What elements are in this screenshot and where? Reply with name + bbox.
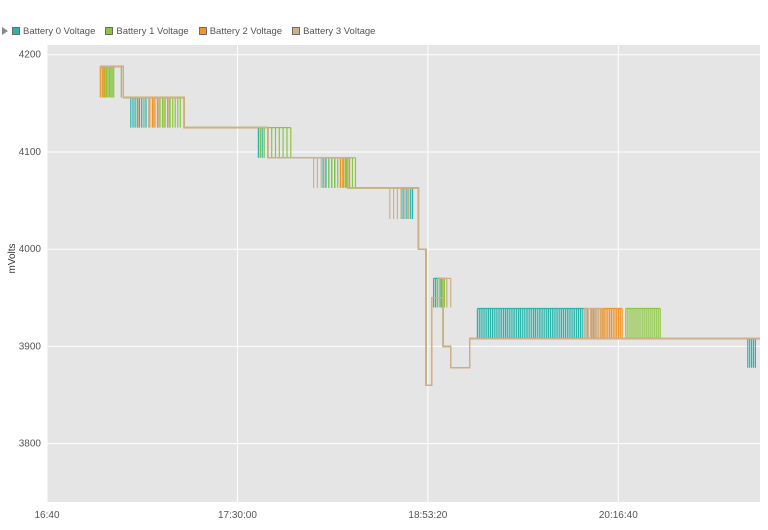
chart-legend: Battery 0 Voltage Battery 1 Voltage Batt… — [0, 22, 385, 40]
series-flicker — [339, 157, 349, 188]
x-axis: 16:40 17:30:00 18:53:20 20:16:40 — [34, 510, 638, 521]
series-flicker — [747, 338, 756, 368]
legend-swatch-battery-0 — [12, 27, 20, 35]
y-tick-label: 3900 — [19, 341, 42, 352]
legend-label-battery-0: Battery 0 Voltage — [23, 25, 96, 37]
series-line — [100, 65, 760, 386]
x-tick-label: 16:40 — [34, 510, 59, 521]
series-flicker — [438, 277, 452, 308]
series-flicker — [389, 187, 410, 219]
x-tick-label: 17:30:00 — [218, 510, 257, 521]
y-tick-label: 4100 — [19, 147, 42, 158]
series-flicker — [625, 307, 661, 339]
series-flicker — [99, 65, 105, 98]
series-flicker — [137, 96, 170, 128]
series-flicker — [149, 96, 159, 128]
y-tick-label: 4000 — [19, 244, 42, 255]
y-axis-title: mVolts — [7, 243, 18, 273]
series-flicker — [476, 307, 589, 339]
series-flicker — [583, 307, 604, 339]
x-tick-label: 18:53:20 — [408, 510, 447, 521]
plot-area[interactable] — [47, 45, 760, 502]
legend-label-battery-3: Battery 3 Voltage — [303, 25, 376, 37]
series-3 — [100, 65, 760, 386]
series-lines — [99, 65, 760, 386]
series-flicker — [400, 187, 414, 219]
legend-item-battery-2[interactable]: Battery 2 Voltage — [198, 25, 283, 37]
legend-label-battery-2: Battery 2 Voltage — [209, 25, 283, 37]
legend-swatch-battery-1 — [105, 27, 114, 35]
y-axis: 3800 3900 4000 4100 4200 — [19, 50, 42, 450]
x-tick-label: 20:16:40 — [599, 510, 638, 521]
legend-swatch-battery-2 — [198, 27, 207, 35]
legend-swatch-battery-3 — [292, 27, 301, 35]
series-flicker — [313, 157, 326, 188]
legend-collapse-icon[interactable] — [2, 27, 8, 35]
y-tick-label: 3800 — [19, 439, 42, 450]
legend-item-battery-3[interactable]: Battery 3 Voltage — [292, 26, 375, 37]
legend-item-battery-0[interactable]: Battery 0 Voltage — [12, 26, 95, 37]
grid-lines — [46, 45, 760, 502]
legend-label-battery-1: Battery 1 Voltage — [116, 25, 189, 37]
y-tick-label: 4200 — [19, 50, 42, 61]
legend-item-battery-1[interactable]: Battery 1 Voltage — [105, 25, 189, 37]
